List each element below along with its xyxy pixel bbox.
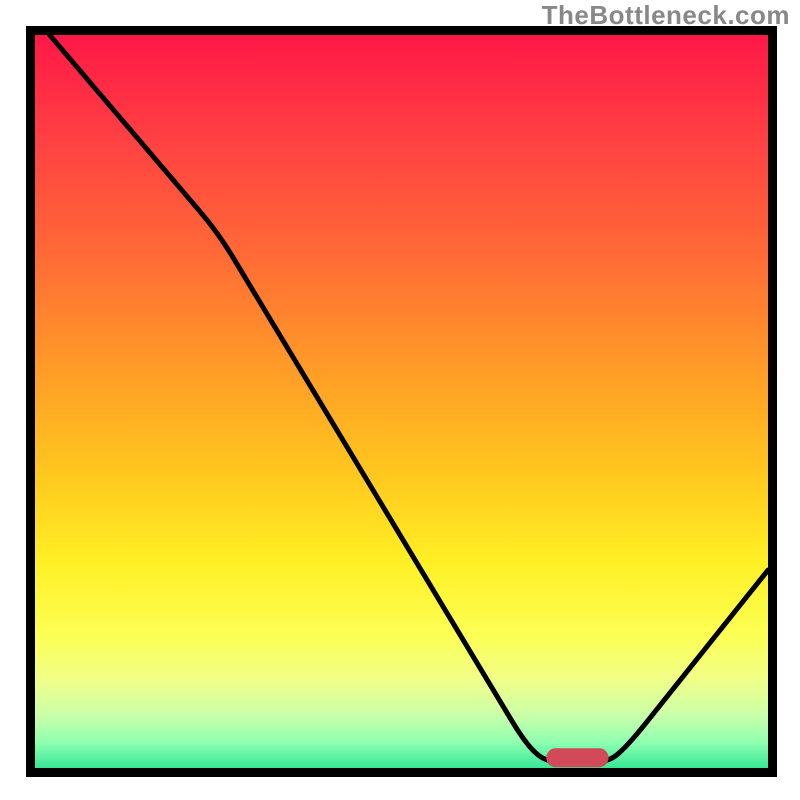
bottleneck-chart	[0, 0, 800, 800]
optimal-marker	[546, 748, 608, 767]
watermark-text: TheBottleneck.com	[542, 0, 790, 31]
